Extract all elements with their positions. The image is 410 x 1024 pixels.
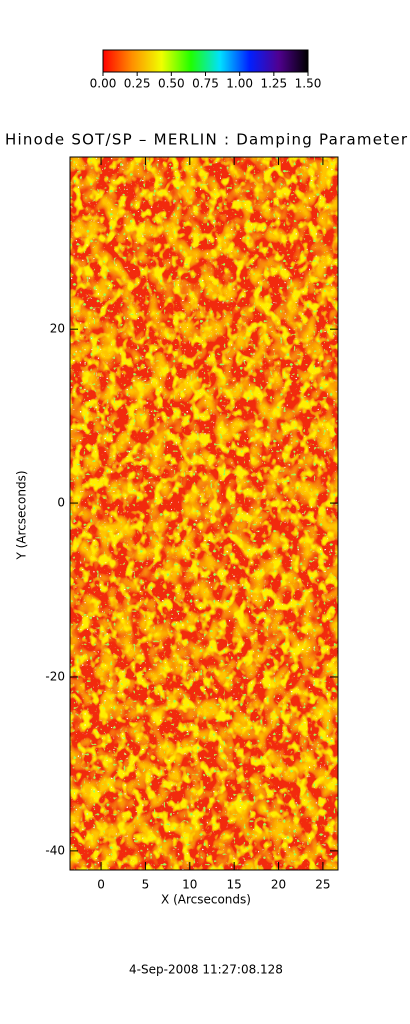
y-axis-label: Y (Arcseconds) — [15, 470, 29, 560]
colorbar-tick-label: 0.75 — [192, 77, 219, 91]
x-tick-label: 0 — [97, 878, 105, 892]
colorbar-tick-label: 1.00 — [226, 77, 253, 91]
colorbar-tick-label: 0.00 — [90, 77, 117, 91]
y-tick-label: -20 — [45, 669, 65, 683]
plot-frame — [69, 156, 339, 871]
colorbar-tick-label: 0.50 — [158, 77, 185, 91]
colorbar — [102, 49, 309, 73]
x-tick-label: 5 — [142, 878, 150, 892]
x-tick-label: 20 — [271, 878, 286, 892]
y-tick-label: 20 — [50, 322, 65, 336]
colorbar-tick-label: 1.25 — [260, 77, 287, 91]
x-tick-label: 25 — [315, 878, 330, 892]
heatmap-image — [70, 157, 338, 870]
y-tick-label: 0 — [57, 496, 65, 510]
y-tick-label: -40 — [45, 843, 65, 857]
chart-title: Hinode SOT/SP – MERLIN : Damping Paramet… — [5, 131, 408, 149]
x-tick-label: 15 — [227, 878, 242, 892]
colorbar-tick-label: 0.25 — [124, 77, 151, 91]
colorbar-tick-label: 1.50 — [295, 77, 322, 91]
x-axis-label: X (Arcseconds) — [161, 893, 251, 907]
footer-date: 4-Sep-2008 11:27:08.128 — [129, 963, 283, 977]
x-tick-label: 10 — [182, 878, 197, 892]
